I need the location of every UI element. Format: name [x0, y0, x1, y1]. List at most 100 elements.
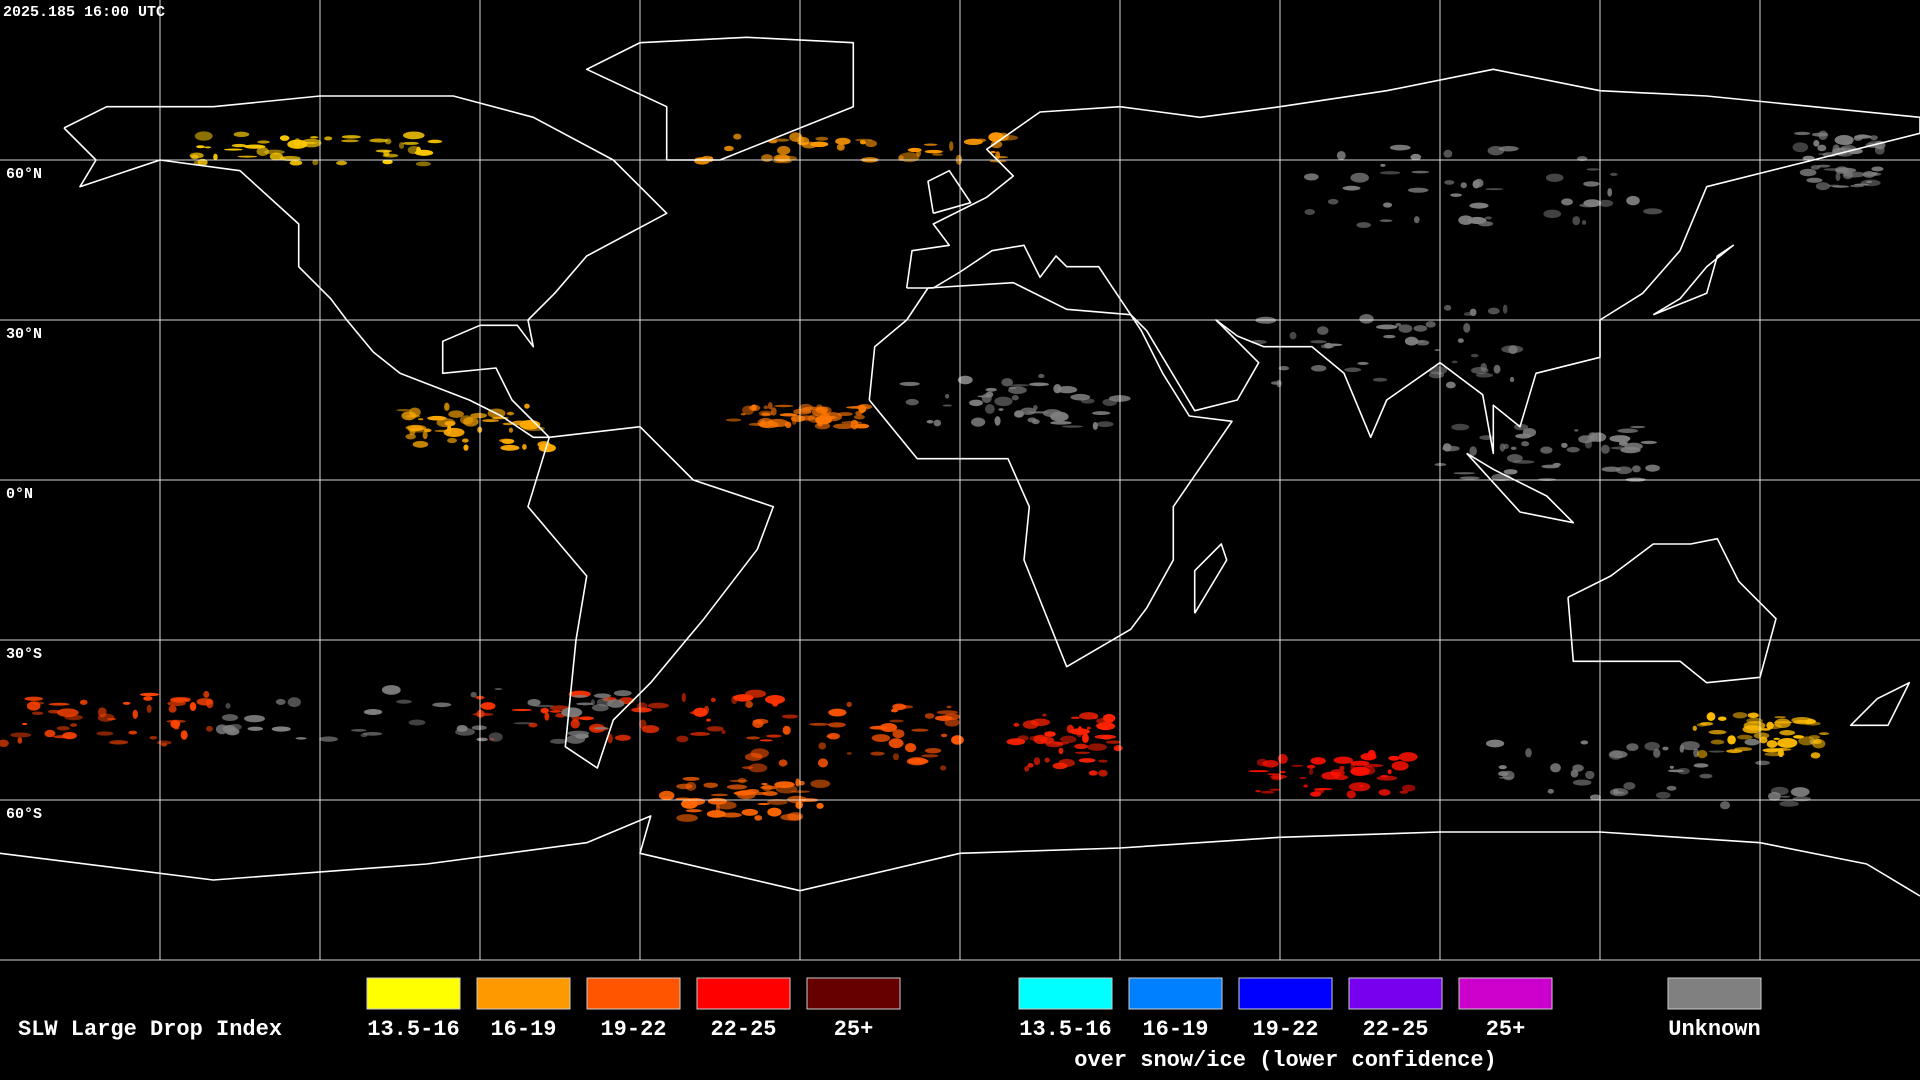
- cloud-patch: [1450, 193, 1462, 197]
- cloud-patch: [544, 712, 550, 721]
- cloud-patch: [1350, 766, 1370, 776]
- cloud-patch: [189, 152, 204, 159]
- cloud-patch: [576, 702, 594, 706]
- cloud-patch: [810, 779, 831, 789]
- coastline: [527, 425, 775, 769]
- cloud-patch: [941, 733, 948, 738]
- cloud-patch: [1310, 365, 1327, 372]
- cloud-patch: [766, 734, 782, 738]
- cloud-patch: [1346, 790, 1356, 799]
- cloud-patch: [1407, 187, 1429, 193]
- cloud-patch: [287, 697, 301, 708]
- cloud-patch: [336, 160, 348, 166]
- cloud-patch: [693, 707, 708, 717]
- cloud-patch: [271, 726, 291, 732]
- cloud-patch: [748, 763, 768, 773]
- legend-swatch: [1128, 977, 1223, 1010]
- cloud-patch: [256, 146, 269, 156]
- cloud-patch: [1580, 740, 1589, 745]
- cloud-patch: [224, 148, 243, 151]
- cloud-patch: [1835, 172, 1841, 182]
- cloud-patch: [1566, 446, 1580, 453]
- cloud-patch: [415, 161, 431, 167]
- cloud-patch: [550, 738, 568, 744]
- cloud-patch: [1578, 435, 1594, 444]
- cloud-patch: [500, 444, 520, 451]
- cloud-patch: [1667, 769, 1685, 773]
- cloud-patch: [511, 708, 532, 712]
- cloud-patch: [767, 807, 782, 817]
- cloud-patch: [448, 410, 464, 418]
- cloud-patch: [963, 138, 983, 146]
- cloud-patch: [1666, 785, 1677, 791]
- cloud-patch: [1806, 177, 1823, 183]
- cloud-patch: [168, 705, 177, 713]
- cloud-patch: [1470, 353, 1479, 358]
- coastline: [905, 68, 1920, 455]
- cloud-patch: [1053, 383, 1062, 394]
- cloud-patch: [501, 439, 515, 444]
- cloud-patch: [1411, 170, 1430, 174]
- cloud-patch: [593, 727, 609, 730]
- coastline: [1652, 244, 1735, 316]
- cloud-patch: [1458, 215, 1474, 226]
- cloud-patch: [1457, 338, 1464, 343]
- cloud-patch: [1306, 764, 1316, 769]
- cloud-patch: [892, 753, 900, 761]
- cloud-patch: [194, 131, 213, 141]
- cloud-patch: [888, 738, 904, 749]
- coastline: [63, 95, 668, 439]
- latitude-label: 60°S: [6, 806, 42, 823]
- cloud-patch: [1808, 735, 1821, 740]
- cloud-patch: [1336, 150, 1346, 161]
- cloud-patch: [1350, 172, 1369, 183]
- cloud-patch: [1777, 737, 1798, 748]
- legend-swatch: [476, 977, 571, 1010]
- cloud-patch: [1620, 446, 1641, 454]
- cloud-patch: [1383, 334, 1396, 339]
- cloud-patch: [1810, 165, 1821, 170]
- cloud-patch: [1388, 755, 1400, 761]
- cloud-patch: [44, 729, 56, 738]
- cloud-patch: [1543, 209, 1562, 219]
- cloud-patch: [1485, 188, 1504, 191]
- coastline: [927, 169, 972, 215]
- cloud-patch: [1679, 744, 1685, 753]
- cloud-patch: [1359, 784, 1364, 788]
- cloud-patch: [744, 752, 763, 761]
- cloud-patch: [1248, 770, 1270, 773]
- cloud-patch: [289, 160, 303, 166]
- cloud-patch: [166, 719, 186, 723]
- cloud-patch: [1607, 187, 1613, 197]
- cloud-patch: [971, 417, 986, 427]
- cloud-patch: [1410, 153, 1422, 161]
- cloud-patch: [1645, 464, 1660, 472]
- cloud-patch: [758, 410, 773, 417]
- cloud-patch: [1060, 735, 1077, 744]
- cloud-patch: [459, 415, 474, 425]
- cloud-patch: [381, 685, 401, 695]
- cloud-patch: [279, 135, 290, 141]
- legend-swatch: [1018, 977, 1113, 1010]
- cloud-patch: [916, 149, 921, 157]
- cloud-patch: [97, 713, 115, 722]
- cloud-patch: [682, 776, 700, 781]
- cloud-patch: [402, 131, 425, 140]
- cloud-patch: [24, 696, 44, 701]
- cloud-patch: [506, 411, 515, 416]
- cloud-patch: [146, 704, 152, 713]
- cloud-patch: [1503, 469, 1518, 475]
- cloud-patch: [221, 714, 239, 722]
- cloud-patch: [1479, 435, 1495, 440]
- cloud-patch: [407, 425, 424, 432]
- cloud-patch: [1768, 791, 1781, 801]
- cloud-patch: [369, 138, 389, 143]
- cloud-patch: [1101, 723, 1110, 730]
- cloud-patch: [998, 408, 1004, 411]
- cloud-patch: [977, 395, 993, 398]
- cloud-patch: [1871, 166, 1884, 172]
- cloud-patch: [1696, 723, 1707, 727]
- cloud-patch: [382, 153, 399, 158]
- legend-label: 13.5-16: [1019, 1017, 1111, 1042]
- cloud-patch: [1598, 199, 1614, 208]
